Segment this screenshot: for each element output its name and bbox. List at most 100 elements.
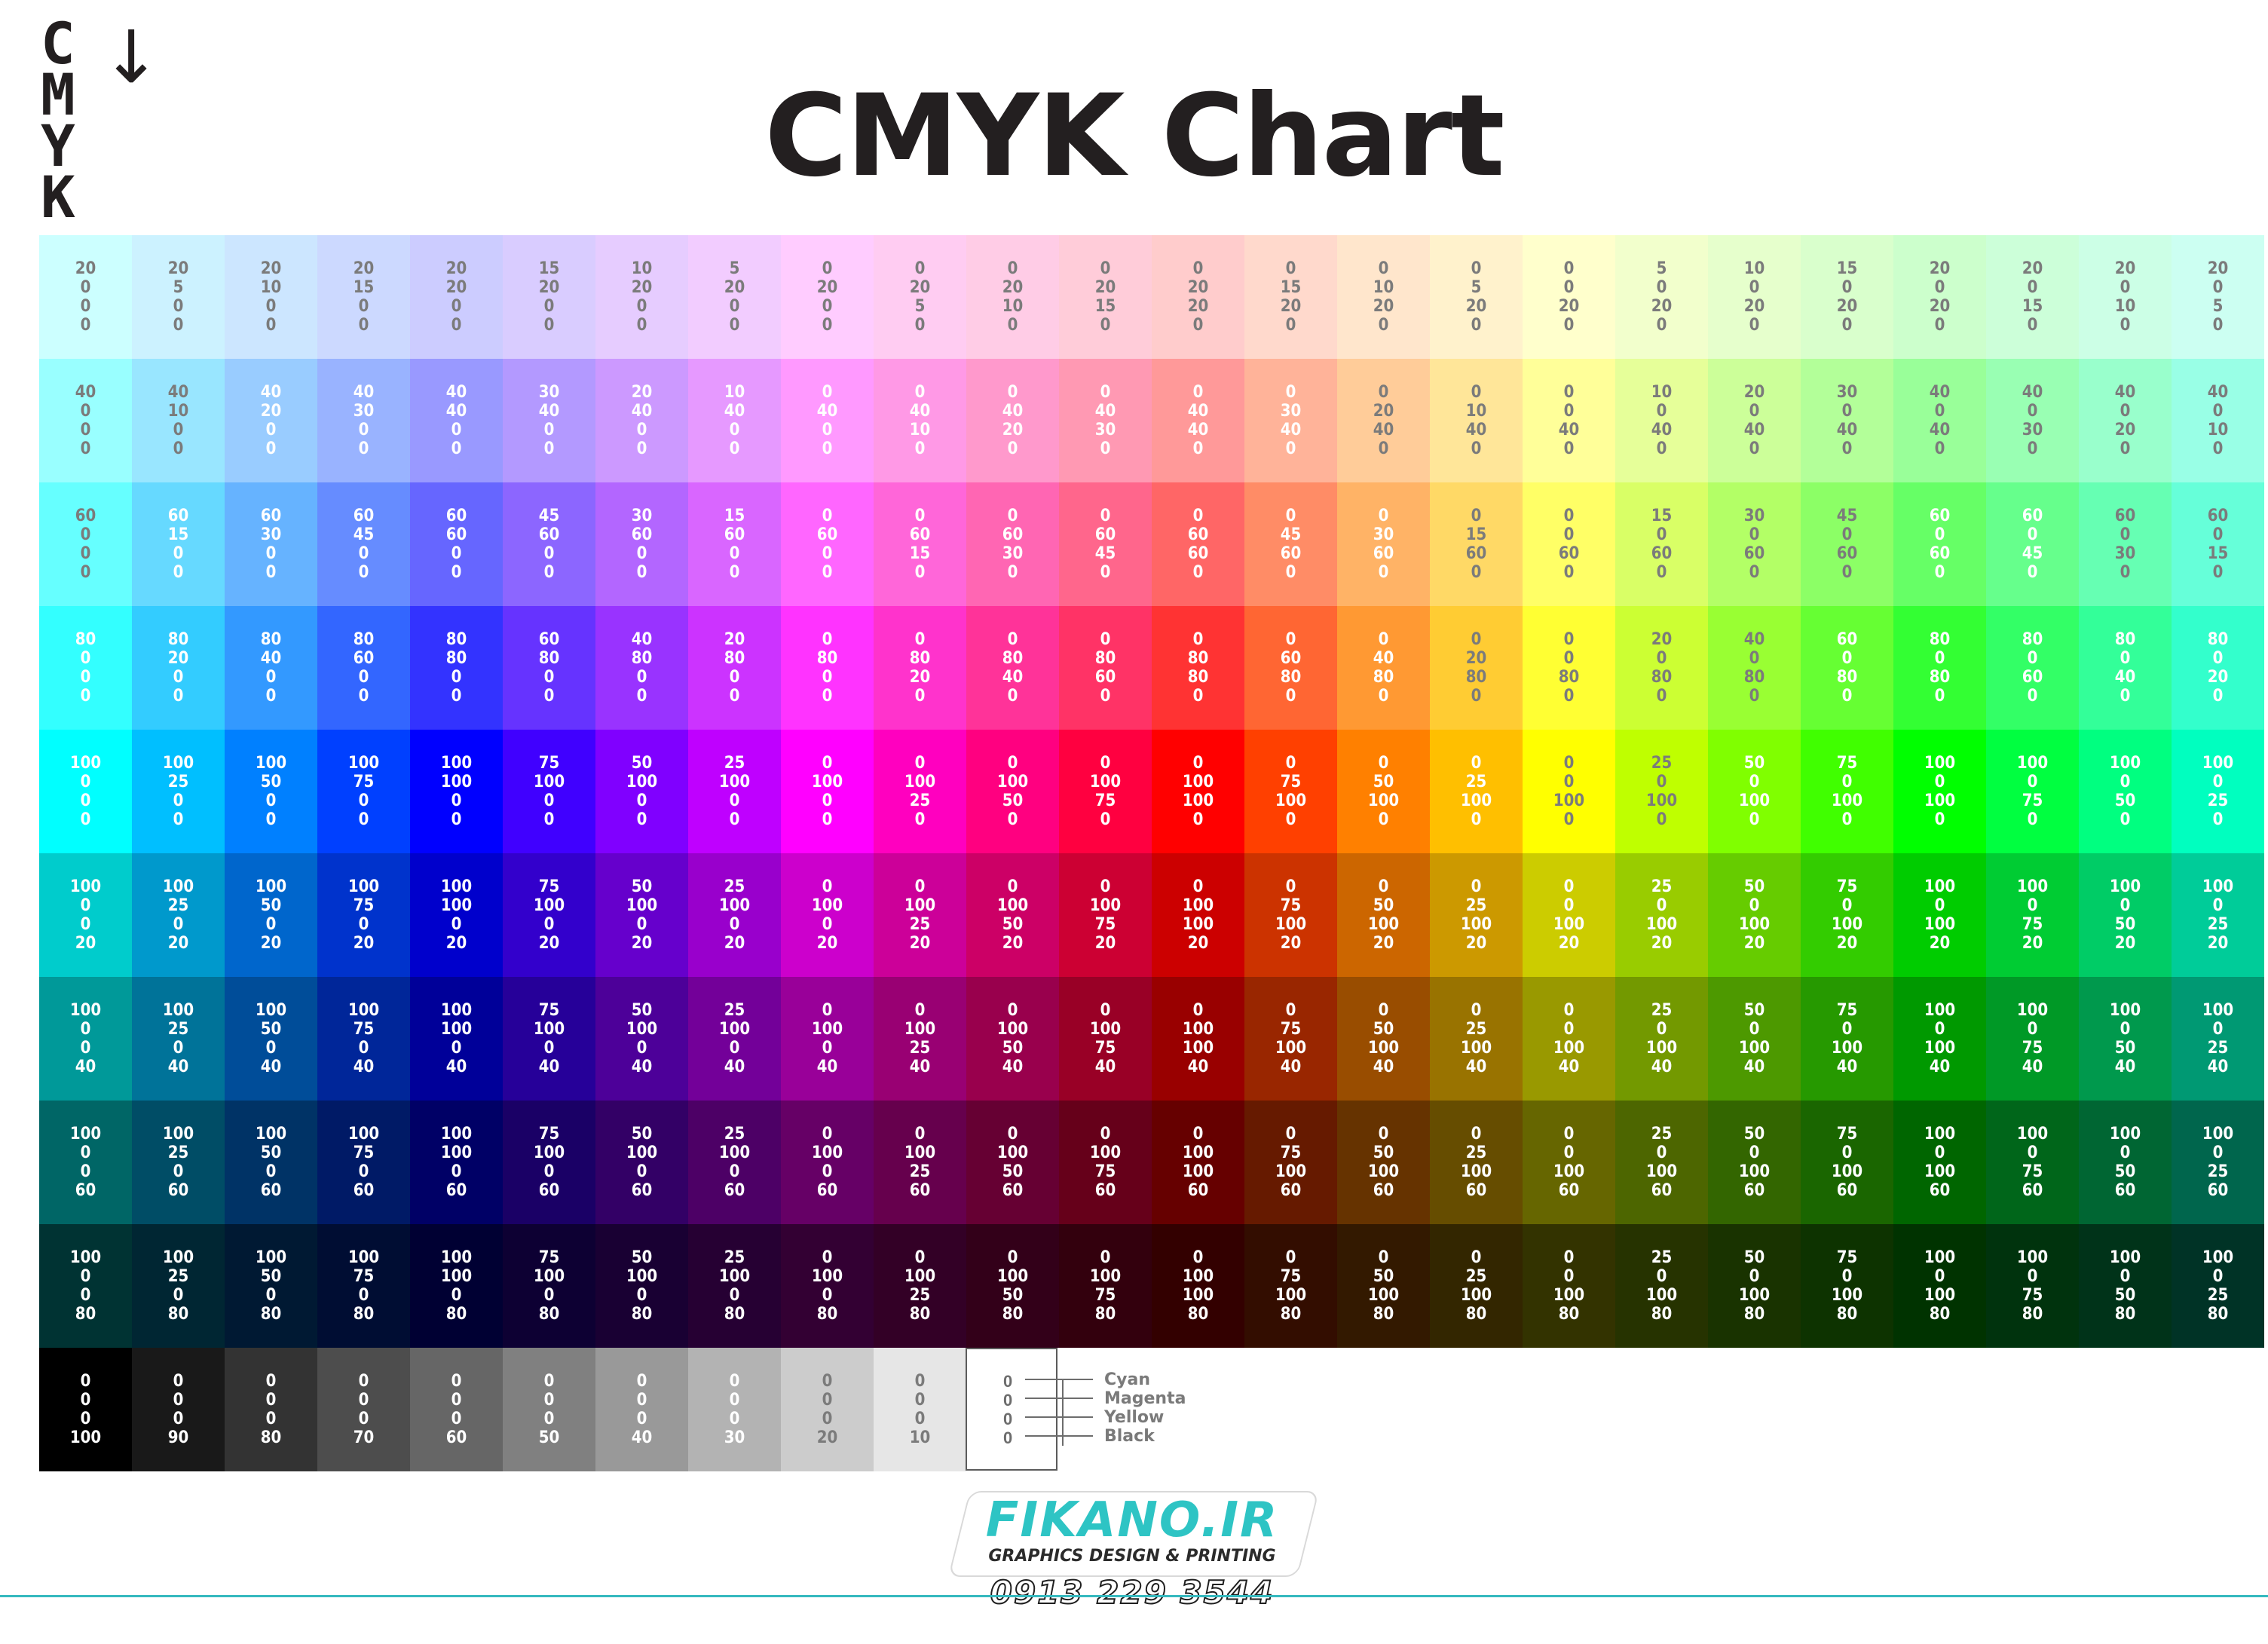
black-value: 20 [724, 934, 745, 953]
yellow-value: 100 [1553, 1286, 1585, 1305]
cyan-value: 0 [1378, 1248, 1389, 1267]
swatch-cell: 20 0 5 0 [2172, 235, 2264, 359]
yellow-value: 0 [451, 915, 462, 934]
black-value: 40 [445, 1058, 467, 1076]
magenta-value: 0 [2212, 278, 2224, 297]
logo-letter-y: Y [41, 112, 75, 179]
black-value: 0 [1749, 687, 1760, 706]
cyan-value: 40 [353, 383, 375, 402]
swatch-cell: 0 20 80 0 [1430, 606, 1523, 730]
black-value: 0 [2212, 316, 2224, 335]
black-value: 80 [1558, 1305, 1580, 1324]
magenta-value: 20 [631, 278, 653, 297]
black-value: 0 [1934, 687, 1945, 706]
black-value: 40 [1929, 1058, 1951, 1076]
yellow-value: 0 [265, 421, 277, 439]
swatch-cell: 100 25 0 0 [132, 730, 225, 853]
cyan-value: 100 [440, 754, 473, 773]
gray-swatch-cell: 0 0 0 20 [781, 1348, 874, 1471]
cyan-value: 0 [729, 1372, 740, 1391]
yellow-value: 0 [822, 1286, 833, 1305]
magenta-value: 100 [904, 773, 936, 791]
magenta-value: 0 [1934, 525, 1945, 544]
swatch-cell: 100 25 0 40 [132, 977, 225, 1101]
swatch-cell: 25 100 0 40 [688, 977, 781, 1101]
yellow-value: 75 [1094, 791, 1116, 810]
swatch-cell: 80 80 0 0 [410, 606, 503, 730]
yellow-value: 40 [1929, 421, 1951, 439]
black-value: 0 [914, 316, 926, 335]
yellow-value: 60 [1929, 544, 1951, 563]
swatch-cell: 60 0 45 0 [1986, 482, 2079, 606]
cyan-value: 30 [1836, 383, 1858, 402]
magenta-value: 0 [80, 278, 91, 297]
magenta-value: 100 [718, 1020, 751, 1039]
swatch-cell: 50 0 100 20 [1708, 853, 1801, 977]
magenta-value: 0 [1934, 1143, 1945, 1162]
yellow-value: 0 [358, 1286, 369, 1305]
magenta-value: 100 [811, 1143, 843, 1162]
yellow-value: 0 [80, 1286, 91, 1305]
cyan-value: 75 [538, 1001, 560, 1020]
cyan-value: 0 [1285, 877, 1296, 896]
cyan-value: 0 [822, 383, 833, 402]
swatch-cell: 100 75 0 80 [317, 1224, 410, 1348]
legend-label-black: Black [1104, 1427, 1155, 1446]
yellow-value: 0 [636, 791, 647, 810]
yellow-value: 40 [1373, 421, 1394, 439]
cyan-value: 0 [1471, 754, 1482, 773]
swatch-cell: 0 0 100 0 [1523, 730, 1615, 853]
black-value: 0 [1656, 563, 1667, 582]
swatch-cell: 0 100 100 60 [1152, 1101, 1244, 1224]
black-value: 0 [80, 810, 91, 829]
black-value: 0 [822, 563, 833, 582]
black-value: 0 [2212, 687, 2224, 706]
cyan-value: 20 [1743, 383, 1765, 402]
black-value: 0 [1749, 810, 1760, 829]
magenta-value: 100 [1182, 1143, 1214, 1162]
magenta-value: 0 [1749, 649, 1760, 668]
yellow-value: 100 [1645, 915, 1678, 934]
black-value: 60 [2114, 1181, 2136, 1200]
swatch-cell: 0 20 20 0 [1152, 235, 1244, 359]
magenta-value: 0 [80, 1391, 91, 1410]
swatch-cell: 100 0 25 20 [2172, 853, 2264, 977]
black-value: 40 [631, 1428, 653, 1447]
cyan-value: 75 [538, 877, 560, 896]
cyan-value: 45 [1836, 507, 1858, 525]
magenta-value: 80 [1002, 649, 1024, 668]
cyan-value: 100 [162, 754, 194, 773]
legend-connector-lines [1025, 1379, 1093, 1446]
black-value: 30 [724, 1428, 745, 1447]
black-value: 20 [260, 934, 282, 953]
swatch-cell: 40 10 0 0 [132, 359, 225, 482]
yellow-value: 0 [80, 1039, 91, 1058]
swatch-cell: 0 10 20 0 [1337, 235, 1430, 359]
swatch-cell: 0 100 0 60 [781, 1101, 874, 1224]
yellow-value: 100 [1460, 1162, 1492, 1181]
magenta-value: 0 [914, 1391, 926, 1410]
swatch-cell: 0 80 40 0 [966, 606, 1059, 730]
black-value: 40 [631, 1058, 653, 1076]
magenta-value: 100 [811, 773, 843, 791]
black-value: 20 [631, 934, 653, 953]
black-value: 40 [909, 1058, 931, 1076]
cyan-value: 0 [1563, 630, 1575, 649]
magenta-value: 20 [167, 649, 189, 668]
yellow-value: 0 [451, 668, 462, 687]
magenta-value: 20 [1465, 649, 1487, 668]
swatch-cell: 100 0 100 60 [1893, 1101, 1986, 1224]
cyan-value: 40 [2114, 383, 2136, 402]
swatch-cell: 0 60 45 0 [1059, 482, 1152, 606]
swatch-cell: 10 0 20 0 [1708, 235, 1801, 359]
swatch-cell: 80 0 0 0 [39, 606, 132, 730]
yellow-value: 80 [1558, 668, 1580, 687]
cyan-value: 60 [167, 507, 189, 525]
black-value: 0 [1934, 439, 1945, 458]
yellow-value: 15 [2022, 297, 2043, 316]
black-value: 20 [2022, 934, 2043, 953]
magenta-value: 0 [451, 1391, 462, 1410]
black-value: 0 [265, 687, 277, 706]
magenta-value: 40 [1187, 402, 1209, 421]
magenta-value: 100 [996, 896, 1029, 915]
